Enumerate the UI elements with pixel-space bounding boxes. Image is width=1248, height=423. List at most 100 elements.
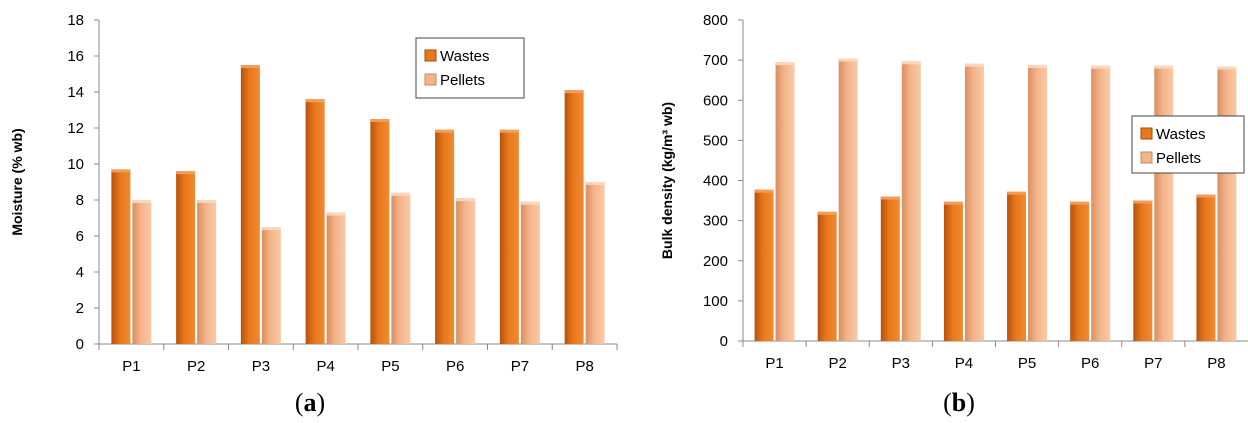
legend-swatch-wastes xyxy=(1140,127,1153,140)
x-tick-label: P4 xyxy=(955,355,973,372)
bar-pellets-p6 xyxy=(1091,65,1111,342)
bar-wastes-p5 xyxy=(370,119,390,344)
labels: Bulk density (kg/m³ wb) (b) xyxy=(659,102,975,417)
x-axis: P1 P2 P3 P4 P5 P6 P7 P8 xyxy=(98,343,618,375)
y-tick-label: 14 xyxy=(67,84,84,101)
bar-cap xyxy=(391,192,411,196)
y-tick-label: 4 xyxy=(76,264,84,281)
bar-cap xyxy=(132,200,152,203)
legend-label-pellets: Pellets xyxy=(440,72,485,89)
y-tick-label: 600 xyxy=(703,92,728,109)
y-tick-label: 18 xyxy=(67,12,84,29)
bar-cap xyxy=(1217,66,1237,70)
x-tick-label: P5 xyxy=(381,358,399,375)
panel-caption: (b) xyxy=(943,388,975,417)
chart-panel-b: 0 100 200 300 400 500 600 700 800 P1 P2 P3 P4 P5 P6 P7… xyxy=(659,12,1248,417)
y-tick-label: 12 xyxy=(67,120,84,137)
x-tick-label: P3 xyxy=(892,355,910,372)
chart-panel-a: 0 2 4 6 8 10 12 14 16 18 P1 P2 P3 P4 P5 P6 P7 P8 Wastes P… xyxy=(9,12,618,417)
x-tick-label: P3 xyxy=(252,358,270,375)
bar-wastes-p4 xyxy=(305,99,325,344)
bar-wastes-p6 xyxy=(435,129,455,344)
x-tick-label: P2 xyxy=(829,355,847,372)
bar-pellets-p6 xyxy=(456,198,476,344)
y-tick-label: 6 xyxy=(76,228,84,245)
bar-cap xyxy=(326,212,346,216)
y-tick-label: 2 xyxy=(76,300,84,317)
bar-pellets-p7 xyxy=(1154,65,1174,342)
bar-cap xyxy=(1133,200,1153,204)
bar-cap xyxy=(176,171,196,175)
bar-cap xyxy=(901,61,921,65)
x-axis: P1 P2 P3 P4 P5 P6 P7 P8 xyxy=(742,340,1248,372)
y-axis: 0 2 4 6 8 10 12 14 16 18 xyxy=(67,12,100,353)
bars xyxy=(111,65,605,344)
y-tick-label: 0 xyxy=(720,333,728,350)
bar-wastes-p3 xyxy=(240,65,260,344)
y-axis-title: Bulk density (kg/m³ wb) xyxy=(659,102,675,259)
bar-pellets-p1 xyxy=(132,200,152,344)
bar-pellets-p2 xyxy=(197,200,217,344)
legend-swatch-pellets xyxy=(424,73,437,86)
bar-cap xyxy=(775,62,795,66)
y-axis: 0 100 200 300 400 500 600 700 800 xyxy=(703,12,744,350)
bar-pellets-p5 xyxy=(391,192,411,344)
y-tick-label: 0 xyxy=(76,336,84,353)
y-tick-label: 400 xyxy=(703,173,728,190)
y-tick-label: 100 xyxy=(703,293,728,310)
bar-pellets-p2 xyxy=(838,58,858,342)
bar-wastes-p5 xyxy=(1007,191,1027,341)
x-tick-label: P8 xyxy=(575,358,593,375)
x-tick-label: P2 xyxy=(187,358,205,375)
y-tick-label: 800 xyxy=(703,12,728,29)
legend-swatch-wastes xyxy=(424,49,437,62)
bar-pellets-p7 xyxy=(520,201,540,344)
x-tick-label: P6 xyxy=(446,358,464,375)
bar-cap xyxy=(585,182,605,185)
bar-cap xyxy=(1196,194,1216,198)
bar-cap xyxy=(1070,201,1090,205)
bar-wastes-p8 xyxy=(564,90,584,344)
bar-pellets-p8 xyxy=(1217,66,1237,342)
bar-cap xyxy=(1091,65,1111,69)
bar-cap xyxy=(964,63,984,67)
bar-cap xyxy=(1154,65,1174,69)
bar-wastes-p7 xyxy=(499,129,519,344)
x-tick-label: P1 xyxy=(122,358,140,375)
bar-cap xyxy=(838,58,858,62)
bar-cap xyxy=(261,227,281,230)
y-axis-title: Moisture (% wb) xyxy=(9,128,25,235)
y-tick-label: 8 xyxy=(76,192,84,209)
bar-cap xyxy=(817,211,837,215)
bar-cap xyxy=(754,189,774,193)
legend: Wastes Pellets xyxy=(415,37,525,99)
legend-label-pellets: Pellets xyxy=(1156,150,1201,167)
legend-swatch-pellets xyxy=(1140,151,1153,164)
bar-wastes-p8 xyxy=(1196,194,1216,341)
bar-cap xyxy=(456,198,476,202)
bar-cap xyxy=(111,169,131,173)
bar-pellets-p3 xyxy=(901,61,921,342)
bar-cap xyxy=(564,90,584,94)
x-tick-label: P7 xyxy=(511,358,529,375)
bar-cap xyxy=(880,196,900,200)
bar-cap xyxy=(499,129,519,133)
x-tick-label: P1 xyxy=(765,355,783,372)
bar-cap xyxy=(943,201,963,205)
bar-cap xyxy=(1028,64,1048,68)
bar-wastes-p2 xyxy=(176,171,196,344)
x-tick-label: P7 xyxy=(1144,355,1162,372)
bar-wastes-p1 xyxy=(111,169,131,344)
bar-pellets-p1 xyxy=(775,62,795,341)
bar-cap xyxy=(305,99,325,103)
bar-pellets-p4 xyxy=(326,212,346,344)
bar-wastes-p7 xyxy=(1133,200,1153,341)
x-tick-label: P4 xyxy=(316,358,334,375)
y-tick-label: 500 xyxy=(703,132,728,149)
bar-pellets-p8 xyxy=(585,182,605,344)
legend: Wastes Pellets xyxy=(1131,115,1245,174)
y-tick-label: 200 xyxy=(703,253,728,270)
legend-label-wastes: Wastes xyxy=(1156,126,1205,143)
y-tick-label: 300 xyxy=(703,213,728,230)
bar-cap xyxy=(197,200,217,203)
